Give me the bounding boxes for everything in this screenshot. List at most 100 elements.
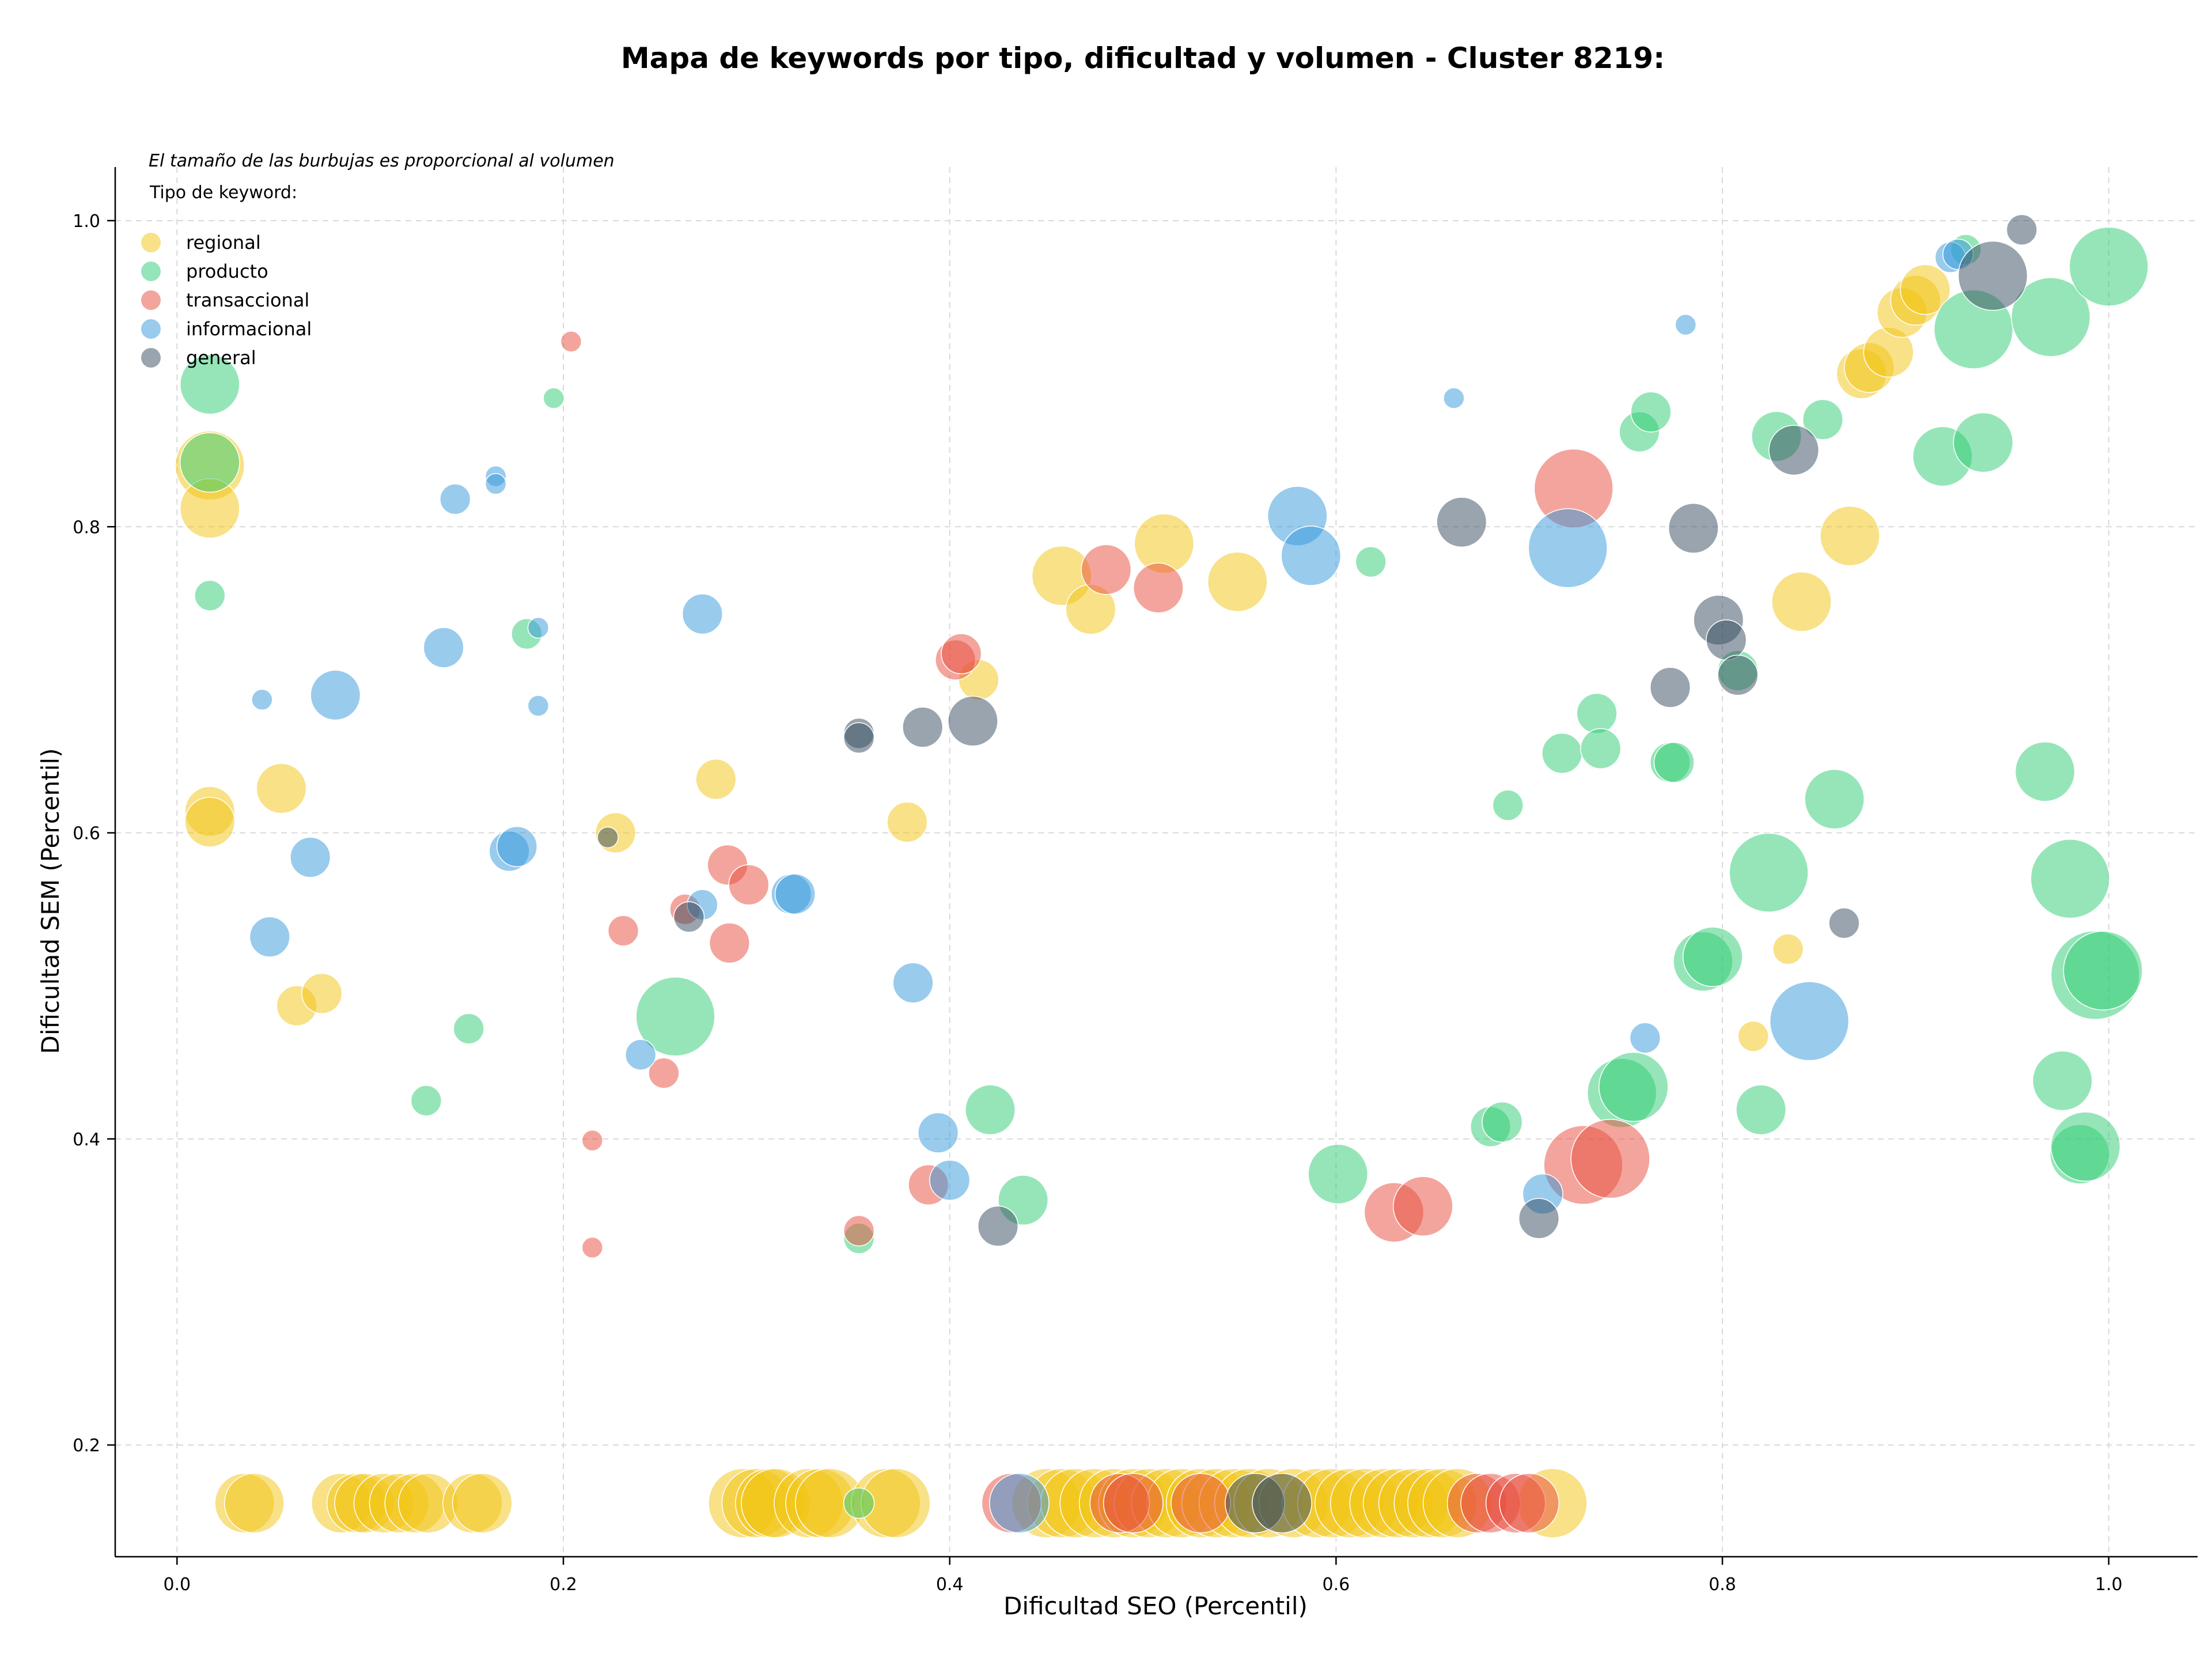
bubble-layer — [175, 214, 2149, 1538]
x-tick-label: 0.0 — [163, 1575, 191, 1595]
bubble-informacional — [527, 616, 550, 639]
bubble-informacional — [249, 916, 290, 958]
grid — [115, 167, 2198, 1557]
series-informacional — [249, 239, 1974, 1534]
bubble-producto — [1308, 1144, 1369, 1205]
bubble-transaccional — [728, 864, 770, 906]
x-tick-label: 0.2 — [550, 1575, 577, 1595]
bubble-transaccional — [1171, 1473, 1231, 1534]
bubble-transaccional — [1081, 544, 1132, 595]
bubble-informacional — [527, 695, 550, 717]
x-tick-label: 0.6 — [1323, 1575, 1350, 1595]
bubble-producto — [1804, 769, 1865, 830]
legend-label-producto: producto — [186, 260, 268, 282]
bubble-general — [1717, 654, 1759, 696]
chart-title: Mapa de keywords por tipo, dificultad y … — [621, 41, 1665, 75]
y-tick-label: 0.4 — [73, 1130, 100, 1150]
bubble-informacional — [290, 837, 331, 878]
bubble-producto — [1802, 399, 1843, 440]
bubble-producto — [1736, 1084, 1787, 1136]
bubble-informacional — [892, 962, 934, 1004]
bubble-producto — [1580, 728, 1622, 769]
bubble-producto — [843, 1487, 875, 1519]
bubble-regional — [256, 763, 307, 814]
bubble-informacional — [423, 627, 464, 668]
legend-marker-transaccional — [141, 290, 161, 310]
bubble-general — [1828, 907, 1860, 939]
bubble-transaccional — [1499, 1473, 1560, 1534]
series-producto — [179, 226, 2149, 1519]
bubble-regional — [1900, 264, 1951, 315]
bubble-regional — [887, 801, 928, 843]
bubble-transaccional — [1103, 1473, 1164, 1534]
bubble-general — [1706, 619, 1747, 661]
bubble-regional — [301, 973, 343, 1014]
series-general — [597, 214, 2037, 1534]
bubble-informacional — [774, 873, 816, 915]
bubble-transaccional — [1392, 1176, 1453, 1237]
legend: regional producto transaccional informacion… — [141, 232, 312, 369]
y-axis-title: Dificultad SEM (Percentil) — [36, 748, 65, 1054]
axes: 0.0 0.2 0.4 0.6 0.8 1.0 0.2 0.4 0.6 0.8 1.0 — [73, 167, 2198, 1595]
bubble-general — [902, 706, 944, 748]
x-tick-label: 0.8 — [1709, 1575, 1736, 1595]
legend-label-transaccional: transaccional — [186, 289, 309, 311]
bubble-transaccional — [560, 331, 582, 353]
bubble-producto — [1355, 546, 1387, 578]
bubble-regional — [1772, 933, 1804, 965]
bubble-informacional — [251, 688, 273, 711]
bubble-general — [1957, 240, 2028, 311]
bubble-producto — [1492, 789, 1524, 821]
bubble-size-note: El tamaño de las burbujas es proporciona… — [149, 151, 615, 171]
bubble-informacional — [989, 1473, 1050, 1534]
bubble-informacional — [624, 1039, 657, 1070]
bubble-informacional — [918, 1112, 959, 1153]
y-tick-label: 0.2 — [73, 1436, 100, 1456]
bubble-producto — [1541, 732, 1583, 774]
bubble-general — [1252, 1473, 1312, 1534]
bubble-producto — [965, 1084, 1016, 1136]
bubble-informacional — [1443, 387, 1465, 409]
legend-marker-general — [141, 348, 161, 368]
bubble-transaccional — [648, 1057, 680, 1089]
bubble-producto — [1630, 391, 1672, 433]
legend-marker-informacional — [141, 319, 161, 339]
bubble-producto — [2010, 277, 2091, 357]
bubble-producto — [179, 432, 240, 493]
bubble-transaccional — [581, 1129, 604, 1152]
bubble-producto — [1682, 926, 1743, 987]
bubble-producto — [2050, 1111, 2121, 1182]
bubble-general — [1668, 502, 1719, 554]
bubble-informacional — [1528, 508, 1608, 588]
bubble-general — [2006, 214, 2037, 246]
bubble-general — [1768, 425, 1820, 476]
x-axis-title: Dificultad SEO (Percentil) — [1003, 1592, 1308, 1620]
bubble-producto — [2014, 741, 2075, 802]
bubble-regional — [452, 1473, 513, 1534]
bubble-informacional — [1769, 981, 1850, 1061]
bubble-producto — [635, 977, 715, 1057]
legend-label-regional: regional — [186, 232, 261, 253]
bubble-transaccional — [843, 1215, 875, 1247]
bubble-general — [947, 695, 998, 747]
bubble-producto — [1729, 833, 1809, 913]
bubble-regional — [1820, 505, 1880, 566]
bubble-general — [597, 826, 619, 849]
bubble-general — [1518, 1198, 1560, 1239]
y-tick-label: 0.6 — [73, 824, 100, 844]
bubble-producto — [1576, 693, 1618, 734]
bubble-general — [1649, 667, 1691, 708]
bubble-informacional — [1629, 1022, 1661, 1054]
bubble-informacional — [440, 483, 471, 515]
bubble-general — [673, 901, 705, 933]
legend-label-informacional: informacional — [186, 318, 312, 340]
bubble-regional — [184, 796, 236, 847]
legend-marker-producto — [141, 262, 161, 281]
bubble-transaccional — [709, 922, 750, 964]
bubble-transaccional — [607, 915, 639, 947]
bubble-producto — [1599, 1051, 1669, 1122]
bubble-producto — [410, 1085, 442, 1117]
legend-title: Tipo de keyword: — [149, 183, 297, 203]
x-tick-label: 1.0 — [2095, 1575, 2123, 1595]
